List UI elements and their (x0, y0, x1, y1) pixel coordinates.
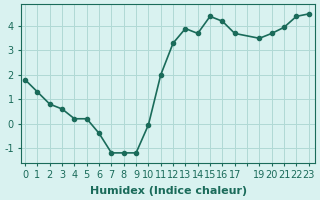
X-axis label: Humidex (Indice chaleur): Humidex (Indice chaleur) (90, 186, 247, 196)
